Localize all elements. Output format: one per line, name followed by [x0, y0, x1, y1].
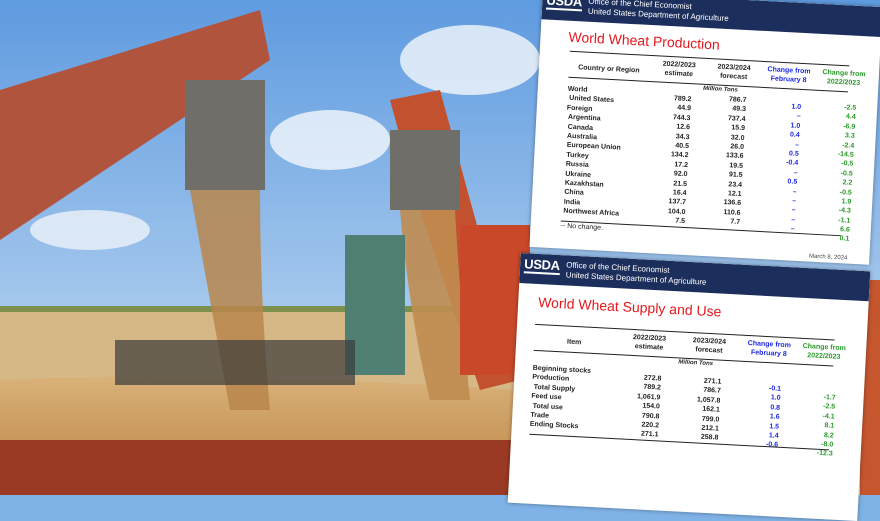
supply-use-table: Item 2022/2023 estimate 2023/2024 forecast… [527, 323, 846, 499]
world-wheat-supply-use-slide: USDA Office of the Chief Economist United… [507, 253, 871, 521]
column-header: Change from 2022/2023 [802, 342, 846, 361]
usda-logo: USDA [545, 0, 583, 12]
change-year-column: -2.5 4.4 -6.9 3.3 -2.4 -14.5 -0.5 -0.5 2.2 -0.5 1.… [809, 102, 857, 245]
estimate-column: 789.2 44.9 744.3 12.6 34.3 40.5 134.2 17.2 92.0 2… [645, 93, 692, 226]
table-cell: Ending Stocks [529, 421, 579, 431]
column-header: Change from 2022/2023 [822, 69, 866, 87]
labels-column: World United States Foreign Argentina Can… [561, 85, 626, 219]
change-feb-column: -0.11.00.81.61.51.4-0.6 [738, 383, 781, 451]
forecast-column: 786.7 49.3 737.4 15.9 32.0 26.0 133.6 19.5 91.5 2… [700, 94, 747, 227]
change-feb-column: 1.0–1.0 0.4–0.5 -0.4–0.5– – – – – [755, 101, 802, 234]
world-wheat-production-slide: USDA Office of the Chief Economist United… [529, 0, 880, 265]
column-header: Change from February 8 [747, 340, 792, 359]
estimate-column: 272.8 789.2 1,061.9 154.0 790.8 220.2 271.1 [618, 372, 662, 440]
slide-title: World Wheat Production [568, 28, 721, 53]
footnote: -- No change. [560, 222, 604, 232]
table-cell: 7.7 [730, 218, 741, 226]
unit-label: Million Tons [702, 85, 738, 94]
production-table: Country or Region 2022/2023 estimate 2023/… [560, 50, 866, 251]
column-header: 2023/2024 forecast [717, 63, 751, 82]
column-header: Change from February 8 [767, 66, 811, 85]
column-header: 2023/2024 forecast [692, 337, 727, 355]
forecast-column: 271.1 786.7 1,057.8 162.1 799.0 212.1 258.8 [678, 376, 722, 444]
column-header: 2022/2023 estimate [632, 334, 667, 352]
slide-title: World Wheat Supply and Use [537, 294, 722, 320]
labels-column: Beginning stocks Production Total Supply F… [530, 364, 592, 433]
column-header: 2022/2023 estimate [662, 60, 696, 79]
table-cell: Northwest Africa [561, 207, 620, 218]
slide-date: March 8, 2024 [808, 253, 848, 262]
column-header: Country or Region [578, 64, 640, 75]
usda-logo: USDA [523, 256, 561, 276]
column-header: Item [566, 338, 582, 347]
unit-label: Million Tons [678, 359, 714, 368]
